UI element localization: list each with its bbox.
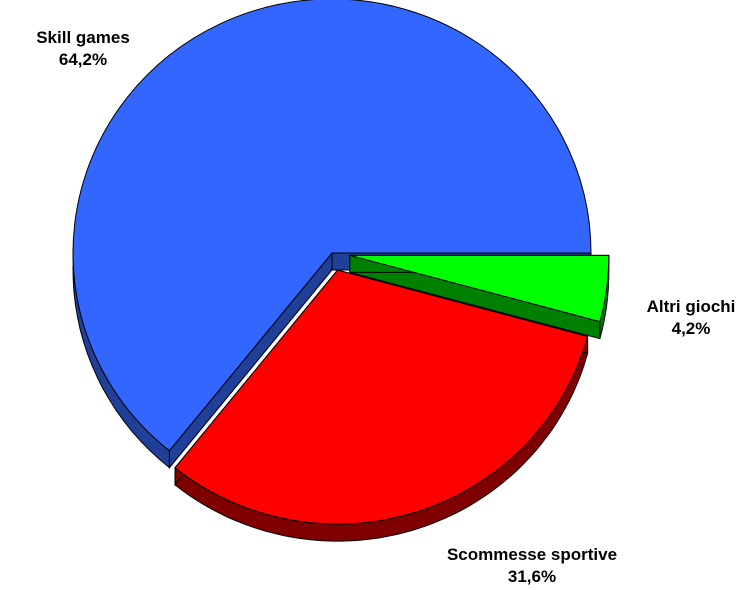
slice-label-text: Skill games bbox=[36, 28, 130, 47]
slice-label-scommesse-sportive: Scommesse sportive 31,6% bbox=[412, 544, 652, 588]
slice-label-skill-games: Skill games 64,2% bbox=[8, 27, 158, 71]
pie-slice bbox=[72, 0, 592, 452]
pie-top-layer bbox=[72, 0, 610, 525]
slice-label-altri-giochi: Altri giochi 4,2% bbox=[632, 296, 750, 340]
slice-label-value: 64,2% bbox=[58, 50, 108, 69]
slice-label-text: Scommesse sportive bbox=[446, 545, 618, 564]
pie-slice bbox=[349, 254, 610, 323]
pie-slice bbox=[174, 269, 589, 525]
slice-label-value: 31,6% bbox=[507, 567, 557, 586]
slice-label-text: Altri giochi bbox=[646, 297, 736, 316]
slice-label-value: 4,2% bbox=[671, 319, 711, 338]
